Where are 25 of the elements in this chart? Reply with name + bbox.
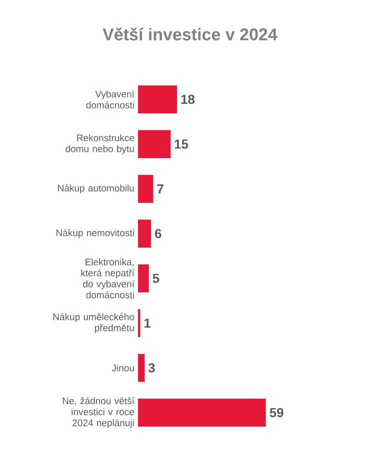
y-tick-label: Nákup uměleckého předmětu [53,313,134,334]
data-label: 18 [181,94,195,104]
chart-title: Větší investice v 2024 [102,28,278,40]
y-tick-label: Jinou [112,364,134,372]
bar [138,130,170,158]
y-tick-label: Nákup automobilu [58,184,134,194]
data-label: 59 [270,408,284,418]
bar [138,309,140,338]
bar [138,264,149,292]
bar [138,398,266,427]
data-label: 5 [152,274,160,283]
bar [138,354,144,382]
y-tick-label: Nákup nemovitosti [56,229,134,238]
bar [138,85,177,114]
data-label: 15 [174,140,188,149]
y-tick-label: Vybavení domácnosti [86,90,134,108]
bar [138,220,151,248]
y-tick-label: Elektronika, která nepatří do vybavení domácnosti [81,258,134,298]
y-tick-label: Ne, žádnou větší investici v roce 2024 neplánuji [62,397,134,428]
data-label: 7 [157,184,164,194]
data-label: 1 [144,318,151,328]
bar [138,174,154,203]
data-label: 3 [148,363,155,372]
y-tick-label: Rekonstrukce domu nebo bytu [66,134,134,154]
data-label: 6 [154,229,162,238]
